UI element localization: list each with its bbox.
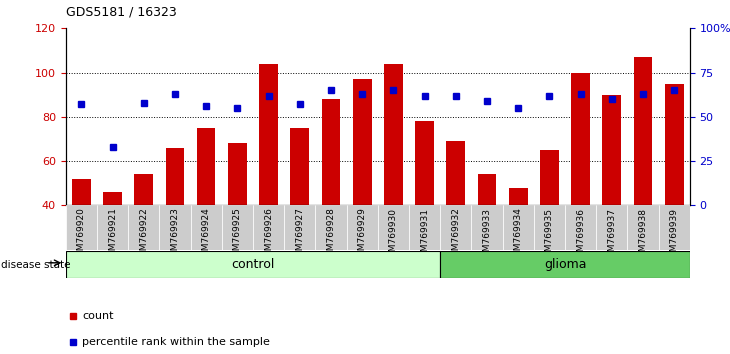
FancyBboxPatch shape	[502, 205, 534, 250]
Bar	[447, 141, 465, 205]
Text: GDS5181 / 16323: GDS5181 / 16323	[66, 5, 177, 18]
FancyBboxPatch shape	[97, 205, 128, 250]
Text: GSM769935: GSM769935	[545, 207, 554, 263]
Text: GSM769925: GSM769925	[233, 207, 242, 262]
Text: disease state: disease state	[1, 260, 70, 270]
Text: glioma: glioma	[544, 258, 586, 271]
Bar	[509, 188, 528, 205]
Bar	[634, 57, 653, 205]
Text: GSM769926: GSM769926	[264, 207, 273, 262]
Text: GSM769930: GSM769930	[389, 207, 398, 263]
FancyBboxPatch shape	[128, 205, 159, 250]
FancyBboxPatch shape	[222, 205, 253, 250]
Text: GSM769927: GSM769927	[295, 207, 304, 262]
Bar	[291, 128, 309, 205]
FancyBboxPatch shape	[284, 205, 315, 250]
FancyBboxPatch shape	[191, 205, 222, 250]
Bar	[166, 148, 184, 205]
Bar	[259, 64, 278, 205]
FancyBboxPatch shape	[315, 205, 347, 250]
FancyBboxPatch shape	[534, 205, 565, 250]
Text: control: control	[231, 258, 274, 271]
Text: GSM769929: GSM769929	[358, 207, 366, 262]
Bar	[477, 175, 496, 205]
Text: GSM769921: GSM769921	[108, 207, 117, 262]
Text: GSM769938: GSM769938	[639, 207, 648, 263]
Bar	[103, 192, 122, 205]
Bar	[134, 175, 153, 205]
Bar	[353, 79, 372, 205]
FancyBboxPatch shape	[409, 205, 440, 250]
Text: GSM769931: GSM769931	[420, 207, 429, 263]
Text: GSM769933: GSM769933	[483, 207, 491, 263]
Bar	[572, 73, 590, 205]
Bar	[197, 128, 215, 205]
Bar	[72, 179, 91, 205]
Bar	[665, 84, 683, 205]
Bar	[602, 95, 621, 205]
Text: GSM769939: GSM769939	[669, 207, 679, 263]
Bar	[66, 251, 440, 278]
Text: GSM769920: GSM769920	[77, 207, 86, 262]
FancyBboxPatch shape	[253, 205, 284, 250]
Bar	[228, 143, 247, 205]
FancyBboxPatch shape	[159, 205, 191, 250]
Text: GSM769934: GSM769934	[514, 207, 523, 262]
FancyBboxPatch shape	[378, 205, 409, 250]
Text: GSM769928: GSM769928	[326, 207, 336, 262]
Bar	[384, 64, 403, 205]
Text: GSM769922: GSM769922	[139, 207, 148, 262]
FancyBboxPatch shape	[627, 205, 658, 250]
FancyBboxPatch shape	[658, 205, 690, 250]
Bar	[540, 150, 558, 205]
FancyBboxPatch shape	[66, 205, 97, 250]
FancyBboxPatch shape	[440, 205, 472, 250]
FancyBboxPatch shape	[596, 205, 627, 250]
FancyBboxPatch shape	[565, 205, 596, 250]
Bar	[415, 121, 434, 205]
Text: GSM769924: GSM769924	[201, 207, 211, 262]
Text: GSM769937: GSM769937	[607, 207, 616, 263]
Text: GSM769932: GSM769932	[451, 207, 461, 262]
FancyBboxPatch shape	[472, 205, 502, 250]
Text: count: count	[82, 311, 114, 321]
Bar	[322, 99, 340, 205]
Bar	[440, 251, 690, 278]
Text: GSM769936: GSM769936	[576, 207, 585, 263]
FancyBboxPatch shape	[347, 205, 378, 250]
Text: percentile rank within the sample: percentile rank within the sample	[82, 337, 270, 347]
Text: GSM769923: GSM769923	[170, 207, 180, 262]
